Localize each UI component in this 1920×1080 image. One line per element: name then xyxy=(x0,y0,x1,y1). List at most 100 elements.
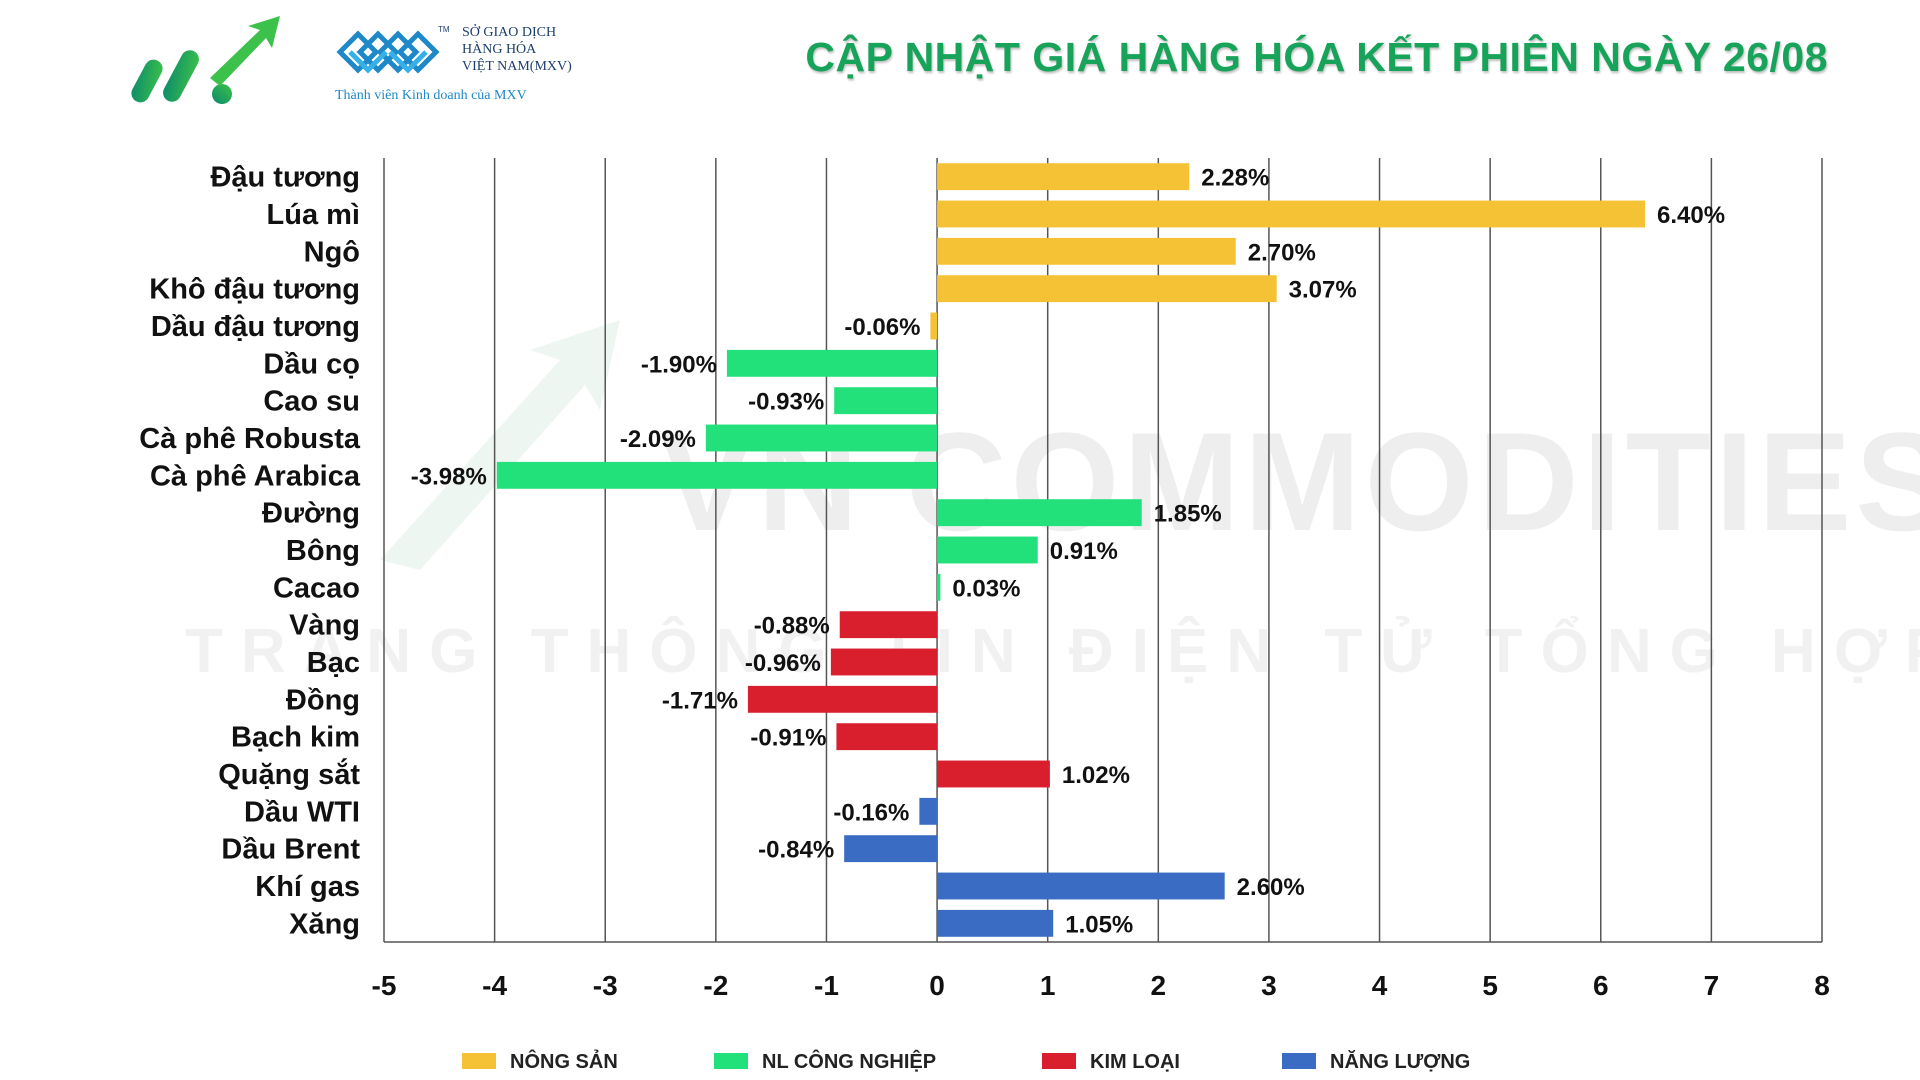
category-label: Đậu tương xyxy=(210,162,360,194)
data-label: -0.16% xyxy=(833,799,909,826)
data-label: -0.96% xyxy=(745,650,821,677)
x-tick-label: 0 xyxy=(929,970,945,1001)
bar xyxy=(937,200,1646,228)
legend-label: NL CÔNG NGHIỆP xyxy=(762,1049,936,1073)
bar xyxy=(937,237,1236,265)
member-text: Thành viên Kinh doanh của MXV xyxy=(335,88,527,103)
watermark-arrow-icon xyxy=(380,320,620,570)
category-label: Bạc xyxy=(307,647,360,679)
x-tick-label: -4 xyxy=(482,970,507,1001)
exchange-name-line-1: SỞ GIAO DỊCH xyxy=(462,25,557,40)
bar xyxy=(836,723,938,751)
data-label: 1.85% xyxy=(1154,501,1222,528)
bar xyxy=(937,872,1225,900)
chart-bars xyxy=(496,163,1646,937)
bar xyxy=(919,797,938,825)
x-tick-label: -2 xyxy=(703,970,728,1001)
bar xyxy=(830,648,938,676)
category-label: Cà phê Arabica xyxy=(150,460,361,492)
category-label: Khô đậu tương xyxy=(149,274,360,306)
data-label: 2.60% xyxy=(1237,874,1305,901)
data-label: -0.84% xyxy=(758,837,834,864)
category-label: Đường xyxy=(262,498,360,530)
x-tick-label: -5 xyxy=(372,970,397,1001)
bar xyxy=(937,275,1277,303)
bar xyxy=(937,573,941,601)
legend-label: KIM LOẠI xyxy=(1090,1051,1180,1073)
bar xyxy=(937,536,1038,564)
bar xyxy=(747,685,938,713)
data-label: -1.71% xyxy=(662,687,738,714)
bar xyxy=(937,909,1054,937)
x-tick-label: 8 xyxy=(1814,970,1830,1001)
data-label: 1.05% xyxy=(1065,911,1133,938)
bar xyxy=(937,499,1142,527)
category-label: Khí gas xyxy=(255,871,360,903)
category-label: Dầu Brent xyxy=(221,834,360,866)
growth-arrow-logo-icon xyxy=(131,16,280,104)
legend-swatch xyxy=(714,1053,748,1069)
category-label: Bạch kim xyxy=(231,722,360,754)
x-tick-label: 2 xyxy=(1151,970,1167,1001)
bar xyxy=(844,835,938,863)
data-label: -0.93% xyxy=(748,389,824,416)
category-label: Cà phê Robusta xyxy=(139,423,361,455)
bar xyxy=(705,424,938,452)
x-tick-label: 1 xyxy=(1040,970,1056,1001)
exchange-name-line-2: HÀNG HÓA xyxy=(462,42,537,57)
category-labels: Đậu tương Lúa mì Ngô Khô đậu tương Dầu đậu t… xyxy=(139,162,361,941)
data-label: -2.09% xyxy=(620,426,696,453)
watermark-line-2: TRANG THÔNG TIN ĐIỆN TỬ TỔNG HỢP xyxy=(185,616,1920,686)
bar xyxy=(937,760,1050,788)
legend-swatch xyxy=(1282,1053,1316,1069)
value-labels: 2.28% 6.40% 2.70% 3.07% -0.06% -1.90% -0.93% -2… xyxy=(411,165,1725,939)
data-label: 0.91% xyxy=(1050,538,1118,565)
legend-label: NĂNG LƯỢNG xyxy=(1330,1050,1470,1073)
category-label: Cao su xyxy=(263,386,360,418)
svg-text:TM: TM xyxy=(438,25,450,34)
x-axis-ticks: -5 -4 -3 -2 -1 0 1 2 3 4 5 6 7 8 xyxy=(372,970,1830,1001)
exchange-name-line-3: VIỆT NAM(MXV) xyxy=(462,59,572,74)
category-label: Đồng xyxy=(286,684,360,716)
data-label: -0.06% xyxy=(844,314,920,341)
x-tick-label: 6 xyxy=(1593,970,1609,1001)
category-label: Dầu đậu tương xyxy=(151,311,360,343)
bar xyxy=(937,163,1190,191)
mxv-logo-icon: TM xyxy=(336,25,450,74)
x-tick-label: 3 xyxy=(1261,970,1277,1001)
category-label: Vàng xyxy=(289,610,360,642)
exchange-name: SỞ GIAO DỊCH HÀNG HÓA VIỆT NAM(MXV) xyxy=(462,24,572,75)
data-label: -0.91% xyxy=(750,725,826,752)
page-title: CẬP NHẬT GIÁ HÀNG HÓA KẾT PHIÊN NGÀY 26/… xyxy=(805,34,1828,80)
x-tick-label: 7 xyxy=(1704,970,1720,1001)
bar xyxy=(726,349,938,377)
data-label: 1.02% xyxy=(1062,762,1130,789)
bar xyxy=(839,611,938,639)
data-label: -0.88% xyxy=(754,613,830,640)
legend-swatch xyxy=(1042,1053,1076,1069)
header: TM SỞ GIAO DỊCH HÀNG HÓA VIỆT NAM(MXV) T… xyxy=(0,0,1920,130)
x-tick-label: 5 xyxy=(1482,970,1498,1001)
data-label: 3.07% xyxy=(1289,277,1357,304)
data-label: 2.28% xyxy=(1201,165,1269,192)
x-tick-label: 4 xyxy=(1372,970,1388,1001)
category-label: Bông xyxy=(286,535,360,567)
category-label: Lúa mì xyxy=(267,199,360,231)
category-label: Cacao xyxy=(273,572,360,604)
legend: NÔNG SẢN NL CÔNG NGHIỆP KIM LOẠI NĂNG LƯỢNG xyxy=(462,1049,1470,1073)
category-label: Ngô xyxy=(304,236,360,268)
bar xyxy=(496,461,938,489)
legend-swatch xyxy=(462,1053,496,1069)
x-tick-label: -1 xyxy=(814,970,839,1001)
category-label: Quặng sắt xyxy=(218,757,360,791)
category-label: Xăng xyxy=(289,908,360,940)
legend-label: NÔNG SẢN xyxy=(510,1049,618,1073)
bar xyxy=(930,312,938,340)
data-label: 6.40% xyxy=(1657,202,1725,229)
data-label: -1.90% xyxy=(641,351,717,378)
bar xyxy=(834,387,938,415)
x-tick-label: -3 xyxy=(593,970,618,1001)
category-label: Dầu cọ xyxy=(263,348,360,380)
category-label: Dầu WTI xyxy=(244,796,360,828)
